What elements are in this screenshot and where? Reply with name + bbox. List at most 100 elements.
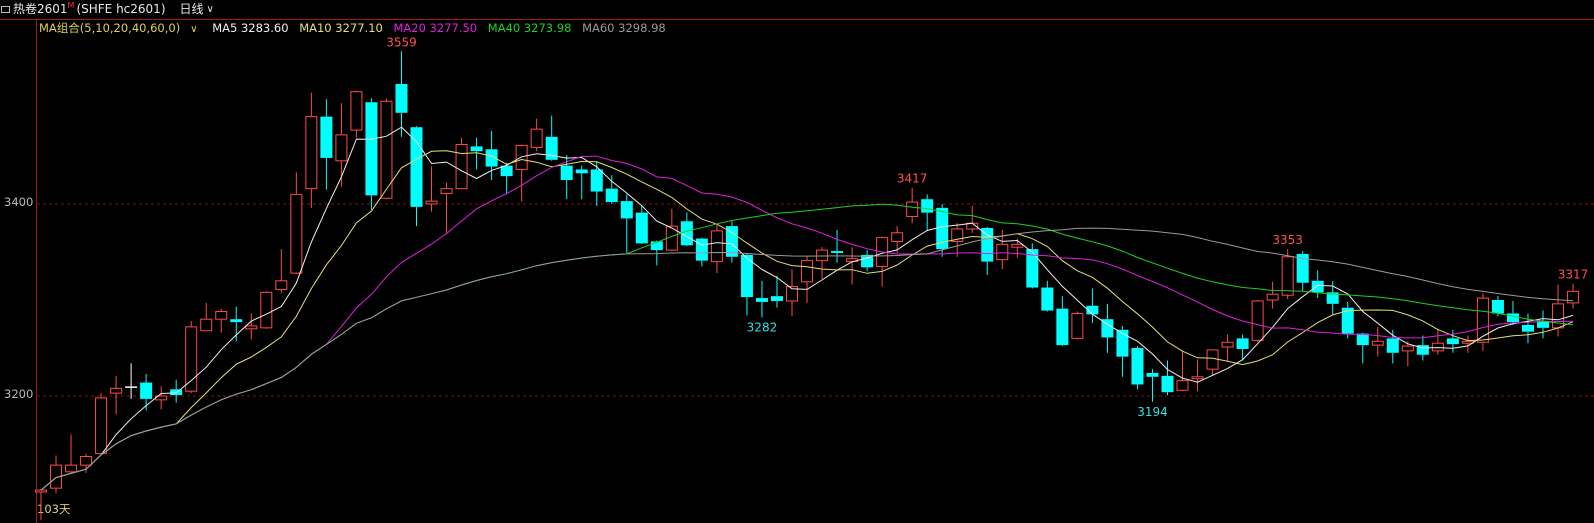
candle-body-up — [275, 280, 288, 290]
header-divider — [0, 19, 1594, 20]
candle-body-down — [1341, 307, 1354, 334]
candle-body-down — [545, 136, 558, 160]
candle-body-up — [1176, 380, 1189, 391]
market-flag: M — [67, 1, 75, 10]
candle-body-up — [1281, 256, 1294, 296]
candle-body-down — [1161, 375, 1174, 393]
ma-combo-label: MA组合(5,10,20,40,60,0) — [39, 21, 181, 35]
candle-body-up — [110, 387, 123, 394]
candle-body-down — [500, 165, 513, 177]
candle-body-down — [395, 84, 408, 113]
candle-body-down — [605, 188, 618, 203]
candle-body-up — [80, 455, 93, 466]
candle-body-up — [200, 318, 213, 332]
candle-body-down — [560, 165, 573, 180]
high-price-label: 3317 — [1558, 268, 1589, 282]
candle-body-down — [320, 116, 333, 158]
candle-body-down — [770, 296, 783, 301]
candle-body-up — [1266, 293, 1279, 301]
candle-body-down — [680, 221, 693, 246]
candle-body-up — [455, 143, 468, 190]
candle-body-down — [575, 169, 588, 174]
candle-body-up — [515, 144, 528, 170]
candle-body-up — [710, 230, 723, 263]
candle-body-down — [1101, 319, 1114, 338]
candle-body-down — [1131, 348, 1144, 385]
candle-body-down — [755, 298, 768, 302]
candle-body-down — [170, 389, 183, 396]
candle-body-up — [1401, 345, 1414, 352]
candle-body-up — [1221, 341, 1234, 348]
candle-body-down — [365, 102, 378, 196]
candle-body-up — [290, 193, 303, 274]
candle-body-down — [1416, 345, 1429, 355]
candle-body-down — [230, 319, 243, 323]
high-price-label: 3559 — [386, 35, 417, 49]
candle-body-up — [245, 325, 258, 330]
candle-body-down — [650, 241, 663, 251]
chevron-down-icon: ∨ — [190, 24, 198, 35]
y-tick-label: 3400 — [4, 195, 34, 209]
ma60-value: MA60 3298.98 — [582, 21, 666, 35]
candle-body-up — [215, 311, 228, 320]
candle-body-down — [936, 207, 949, 250]
candle-body-up — [996, 243, 1009, 261]
candle-body-up — [1191, 376, 1204, 380]
candle-body-down — [1446, 338, 1459, 345]
candle-body-up — [951, 228, 964, 242]
candle-body-down — [1146, 372, 1159, 377]
candle-body-up — [1476, 297, 1489, 343]
candle-body-up — [1071, 312, 1084, 339]
candle-body-flat — [125, 386, 138, 388]
candle-body-up — [425, 200, 438, 205]
candle-body-down — [725, 226, 738, 257]
candle-body-down — [635, 212, 648, 244]
period-label: 日线 — [179, 2, 204, 16]
candle-body-up — [786, 286, 798, 302]
candle-body-down — [485, 149, 498, 167]
candle-body-down — [1326, 292, 1339, 304]
window-icon[interactable] — [1, 6, 10, 13]
ma40-value: MA40 3273.98 — [487, 21, 572, 35]
candle-body-up — [891, 232, 904, 242]
candle-body-up — [35, 489, 47, 493]
candle-body-down — [1086, 305, 1099, 315]
instrument-code: (SHFE hc2601) — [76, 2, 166, 16]
candle-body-down — [1296, 253, 1309, 283]
ma-combo-selector[interactable]: MA组合(5,10,20,40,60,0) ∨ — [39, 21, 205, 35]
candle-body-down — [470, 146, 483, 152]
candle-body-down — [740, 254, 753, 298]
ma60-line — [40, 227, 1574, 491]
candle-body-down — [1506, 313, 1519, 323]
candle-body-down — [1236, 338, 1249, 349]
candle-body-up — [906, 201, 919, 217]
candle-body-up — [801, 260, 814, 283]
candle-body-down — [140, 382, 153, 399]
candle-body-down — [1521, 324, 1534, 332]
candle-body-down — [921, 199, 934, 213]
period-selector[interactable]: 日线 ∨ — [180, 2, 214, 16]
high-price-label: 3417 — [897, 172, 928, 186]
low-price-label: 3282 — [747, 320, 778, 334]
ma40-line — [40, 203, 1574, 491]
y-tick-label: 3200 — [4, 387, 34, 401]
day-count: 103天 — [37, 502, 71, 516]
candle-body-down — [1041, 287, 1054, 311]
high-price-label: 3353 — [1272, 233, 1303, 247]
ma10-line — [40, 150, 1574, 491]
candle-body-up — [305, 116, 318, 190]
candle-body-down — [590, 169, 603, 192]
candle-body-up — [335, 134, 348, 162]
candle-body-down — [410, 127, 423, 207]
candle-body-up — [380, 100, 393, 199]
instrument-name: 热卷2601 — [13, 2, 68, 16]
ma20-value: MA20 3277.50 — [393, 21, 478, 35]
candle-body-down — [861, 254, 874, 268]
candle-body-down — [831, 251, 844, 253]
candle-body-up — [530, 128, 543, 148]
candle-body-up — [50, 464, 63, 489]
candle-body-down — [1311, 280, 1324, 293]
candle-body-up — [350, 91, 363, 131]
candle-body-up — [185, 326, 198, 392]
